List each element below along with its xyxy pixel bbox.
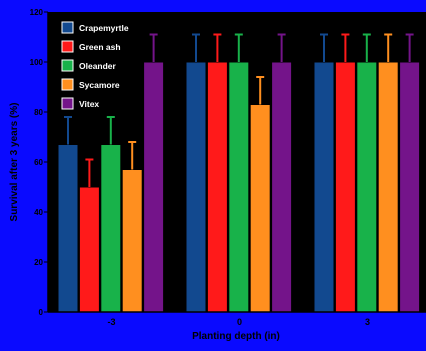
bar bbox=[143, 61, 165, 313]
legend-label: Oleander bbox=[79, 61, 117, 71]
bar bbox=[313, 61, 335, 313]
bar bbox=[334, 61, 356, 313]
legend-label: Crapemyrtle bbox=[79, 23, 129, 33]
error-bars-layer bbox=[64, 33, 414, 187]
legend: Crapemyrtle Green ash Oleander Sycamore Vite… bbox=[61, 21, 129, 110]
bar bbox=[377, 61, 399, 313]
y-tick-label: 20 bbox=[34, 258, 43, 267]
y-tick-label: 120 bbox=[30, 8, 44, 17]
legend-swatch bbox=[61, 21, 74, 34]
bar bbox=[399, 61, 421, 313]
bar bbox=[78, 186, 100, 313]
bar bbox=[356, 61, 378, 313]
legend-label: Vitex bbox=[79, 99, 99, 109]
legend-swatch bbox=[61, 59, 74, 72]
x-tick-label: 3 bbox=[365, 317, 370, 327]
y-tick-label: 0 bbox=[39, 308, 44, 317]
legend-swatch bbox=[61, 97, 74, 110]
legend-label: Sycamore bbox=[79, 80, 120, 90]
bar bbox=[185, 61, 207, 313]
legend-label: Green ash bbox=[79, 42, 121, 52]
y-axis-title: Survival after 3 years (%) bbox=[9, 103, 20, 222]
y-tick-label: 60 bbox=[34, 158, 43, 167]
x-tick-label: -3 bbox=[107, 317, 115, 327]
x-axis-title: Planting depth (in) bbox=[192, 331, 280, 342]
bar bbox=[228, 61, 250, 313]
bar bbox=[271, 61, 293, 313]
bar bbox=[57, 144, 79, 313]
axes-layer: -3 0 3 0 20 40 60 80 100 120 bbox=[30, 8, 426, 327]
bar bbox=[206, 61, 228, 313]
legend-swatch bbox=[61, 78, 74, 91]
legend-swatch bbox=[61, 40, 74, 53]
bar bbox=[100, 144, 122, 313]
x-tick-label: 0 bbox=[237, 317, 242, 327]
bar bbox=[121, 169, 143, 313]
y-tick-label: 40 bbox=[34, 208, 43, 217]
bar bbox=[249, 104, 271, 313]
y-tick-label: 100 bbox=[30, 58, 44, 67]
y-tick-label: 80 bbox=[34, 108, 43, 117]
bars-layer bbox=[57, 61, 421, 313]
